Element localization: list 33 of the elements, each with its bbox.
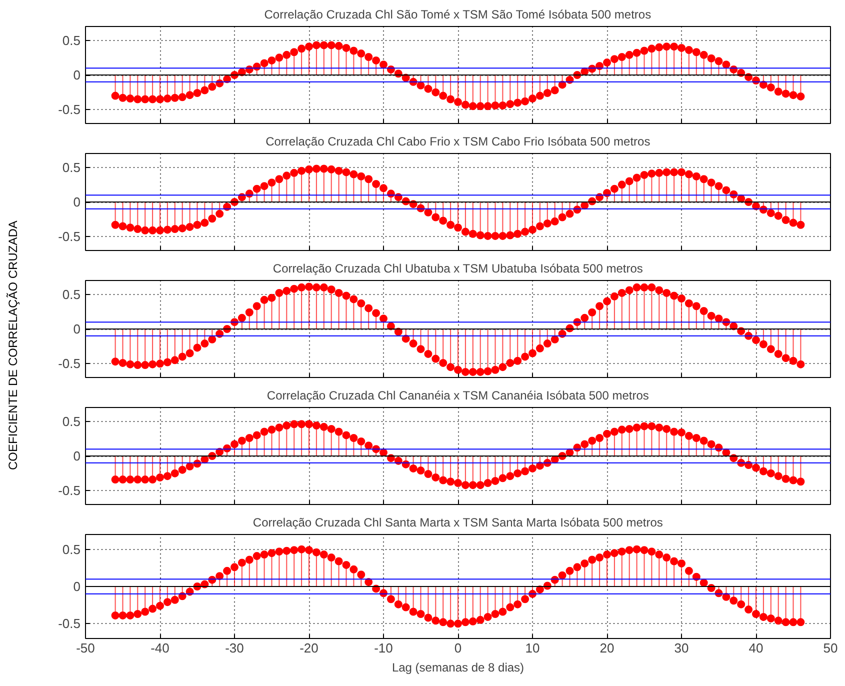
y-tick-label: 0 — [73, 322, 81, 336]
x-tick-label: -10 — [374, 640, 393, 656]
x-tick-label: -20 — [300, 640, 318, 656]
x-tick-label: -50 — [76, 640, 95, 656]
x-tick-label: -30 — [225, 640, 244, 656]
y-tick-label: 0.5 — [62, 542, 81, 557]
y-tick-label: 0.5 — [62, 32, 81, 48]
y-tick-label: -0.5 — [58, 483, 81, 498]
y-tick-label: 0.5 — [62, 414, 81, 429]
y-tick-label: -0.5 — [58, 229, 81, 244]
y-axis-title: COEFICIENTE DE CORRELAÇÃO CRUZADA — [5, 220, 21, 470]
chart-title: Correlação Cruzada Chl São Tomé x TSM São Tomé Isóbata 500 metros — [264, 8, 652, 22]
x-tick-label: 0 — [454, 640, 462, 656]
chart-title: Correlação Cruzada Chl Cananéia x TSM Cananéia Isóbata 500 metros — [266, 388, 649, 402]
y-tick-label: -0.5 — [58, 102, 81, 118]
y-tick-label: -0.5 — [58, 356, 81, 372]
chart-title: Correlação Cruzada Chl Cabo Frio x TSM Cabo Frio Isóbata 500 metros — [266, 134, 650, 148]
y-tick-label: 0 — [73, 448, 81, 464]
x-tick-label: -40 — [150, 640, 170, 656]
y-tick-label: 0 — [73, 68, 81, 82]
x-tick-label: 30 — [674, 640, 689, 656]
y-tick-label: 0 — [73, 194, 81, 210]
x-tick-label: 50 — [823, 640, 838, 656]
x-tick-label: 40 — [748, 640, 764, 656]
y-tick-label: -0.5 — [58, 616, 81, 632]
x-tick-label: 20 — [600, 640, 614, 656]
y-tick-label: 0.5 — [62, 160, 81, 175]
y-tick-label: 0.5 — [62, 286, 81, 302]
chart-title: Correlação Cruzada Chl Ubatuba x TSM Ubatuba Isóbata 500 metros — [272, 262, 643, 276]
y-tick-label: 0 — [73, 579, 81, 594]
x-tick-label: 10 — [525, 640, 540, 656]
x-axis-title: Lag (semanas de 8 dias) — [392, 660, 524, 674]
chart-title: Correlação Cruzada Chl Santa Marta x TSM Santa Marta Isóbata 500 metros — [252, 516, 663, 530]
